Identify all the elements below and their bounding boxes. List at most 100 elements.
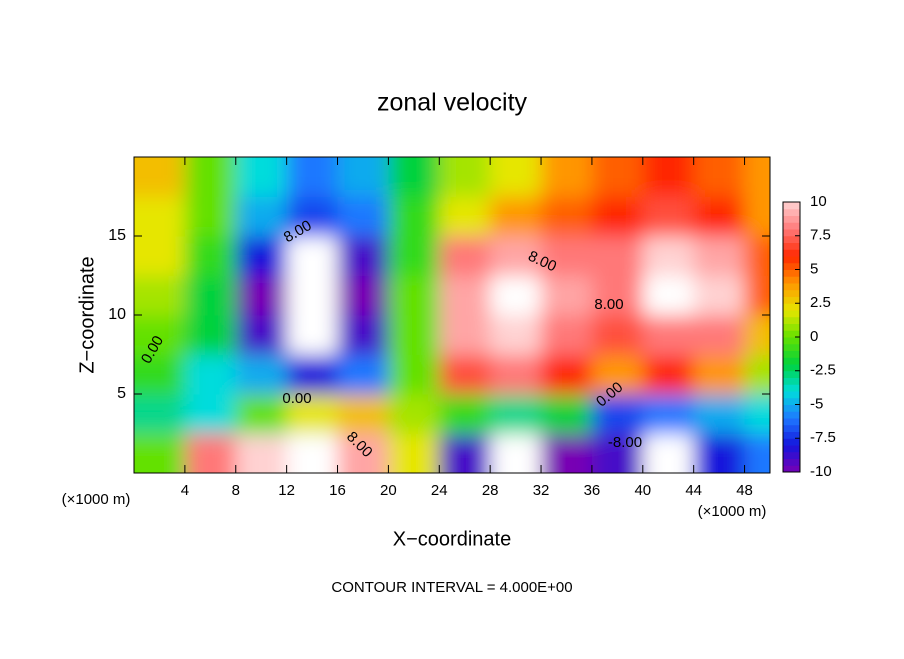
field-cell bbox=[184, 275, 237, 316]
colorbar-label: -10 bbox=[810, 463, 832, 480]
field-cell bbox=[642, 275, 695, 316]
field-cell bbox=[591, 433, 644, 473]
colorbar-segment bbox=[783, 438, 800, 446]
field-cell bbox=[490, 275, 542, 316]
colorbar-segment bbox=[783, 235, 800, 243]
y-axis-label: Z−coordinate bbox=[76, 256, 98, 373]
field-cell bbox=[388, 354, 440, 395]
x-tick-label: 16 bbox=[329, 482, 346, 499]
colorbar-segment bbox=[783, 202, 800, 210]
field-cell bbox=[286, 433, 339, 473]
colorbar-label: 7.5 bbox=[810, 227, 831, 244]
colorbar-segment bbox=[783, 283, 800, 291]
field-cell bbox=[235, 275, 288, 316]
y-tick-label: 10 bbox=[108, 306, 126, 323]
field-cell bbox=[490, 196, 542, 237]
colorbar-segment bbox=[783, 337, 800, 345]
field-cell bbox=[744, 275, 770, 316]
field-cell bbox=[134, 196, 186, 237]
field-cell bbox=[184, 315, 237, 355]
x-axis-label: X−coordinate bbox=[393, 528, 511, 550]
field-cell bbox=[541, 433, 593, 473]
x-tick-label: 8 bbox=[232, 482, 240, 499]
field-cell bbox=[439, 196, 491, 237]
field-cell bbox=[541, 275, 593, 316]
colorbar-segment bbox=[783, 262, 800, 270]
field-cell bbox=[642, 157, 695, 197]
field-cell bbox=[541, 157, 593, 197]
field-cell bbox=[642, 354, 695, 395]
field-cell bbox=[134, 275, 186, 316]
field-cell bbox=[439, 236, 491, 276]
colorbar-segment bbox=[783, 276, 800, 284]
field-cell bbox=[337, 394, 389, 434]
colorbar-label: -2.5 bbox=[810, 362, 836, 379]
colorbar-segment bbox=[783, 229, 800, 237]
x-tick-label: 36 bbox=[584, 482, 601, 499]
field-cell bbox=[439, 354, 491, 395]
field-cell bbox=[235, 354, 288, 395]
field-cell bbox=[388, 394, 440, 434]
field-cell bbox=[286, 275, 339, 316]
field-cell bbox=[388, 157, 440, 197]
contour-label: -8.00 bbox=[608, 434, 642, 451]
x-tick-label: 24 bbox=[431, 482, 448, 499]
field-cell bbox=[642, 196, 695, 237]
field-cell bbox=[541, 315, 593, 355]
field-cell bbox=[337, 275, 389, 316]
colorbar-segment bbox=[783, 215, 800, 223]
field-cell bbox=[541, 394, 593, 434]
contour-label: 0.00 bbox=[282, 390, 311, 407]
y-tick-label: 15 bbox=[108, 227, 126, 244]
field-cell bbox=[642, 394, 695, 434]
field-cell bbox=[693, 354, 746, 395]
field bbox=[134, 157, 770, 473]
colorbar-segment bbox=[783, 330, 800, 338]
colorbar-segment bbox=[783, 350, 800, 358]
field-cell bbox=[490, 354, 542, 395]
colorbar-segment bbox=[783, 364, 800, 372]
field-cell bbox=[744, 196, 770, 237]
colorbar-segment bbox=[783, 289, 800, 297]
field-cell bbox=[541, 236, 593, 276]
contour-label: 8.00 bbox=[594, 296, 623, 313]
field-cell bbox=[439, 433, 491, 473]
field-cell bbox=[184, 196, 237, 237]
field-cell bbox=[235, 196, 288, 237]
field-cell bbox=[388, 196, 440, 237]
field-cell bbox=[134, 236, 186, 276]
colorbar-segment bbox=[783, 310, 800, 318]
field-cell bbox=[490, 236, 542, 276]
colorbar-segment bbox=[783, 370, 800, 378]
field-cell bbox=[591, 315, 644, 355]
field-cell bbox=[337, 354, 389, 395]
colorbar-segment bbox=[783, 424, 800, 432]
x-tick-label: 28 bbox=[482, 482, 499, 499]
colorbar-segment bbox=[783, 465, 800, 473]
colorbar-label: 2.5 bbox=[810, 294, 831, 311]
field-cell bbox=[388, 275, 440, 316]
colorbar-segment bbox=[783, 445, 800, 453]
field-cell bbox=[235, 157, 288, 197]
field-cell bbox=[235, 315, 288, 355]
field-cell bbox=[591, 354, 644, 395]
colorbar-segment bbox=[783, 418, 800, 426]
field-cell bbox=[541, 196, 593, 237]
field-cell bbox=[439, 275, 491, 316]
field-cell bbox=[388, 433, 440, 473]
x-tick-label: 44 bbox=[685, 482, 702, 499]
field-cell bbox=[134, 394, 186, 434]
cells bbox=[134, 157, 770, 473]
colorbar-label: 5 bbox=[810, 260, 818, 277]
colorbar-segment bbox=[783, 208, 800, 216]
field-cell bbox=[235, 433, 288, 473]
field-cell bbox=[286, 236, 339, 276]
y-unit: (×1000 m) bbox=[62, 491, 131, 508]
field-cell bbox=[490, 157, 542, 197]
field-cell bbox=[286, 196, 339, 237]
field-cell bbox=[134, 433, 186, 473]
colorbar-segment bbox=[783, 256, 800, 264]
field-cell bbox=[693, 433, 746, 473]
field-cell bbox=[591, 196, 644, 237]
colorbar-label: 10 bbox=[810, 193, 827, 210]
